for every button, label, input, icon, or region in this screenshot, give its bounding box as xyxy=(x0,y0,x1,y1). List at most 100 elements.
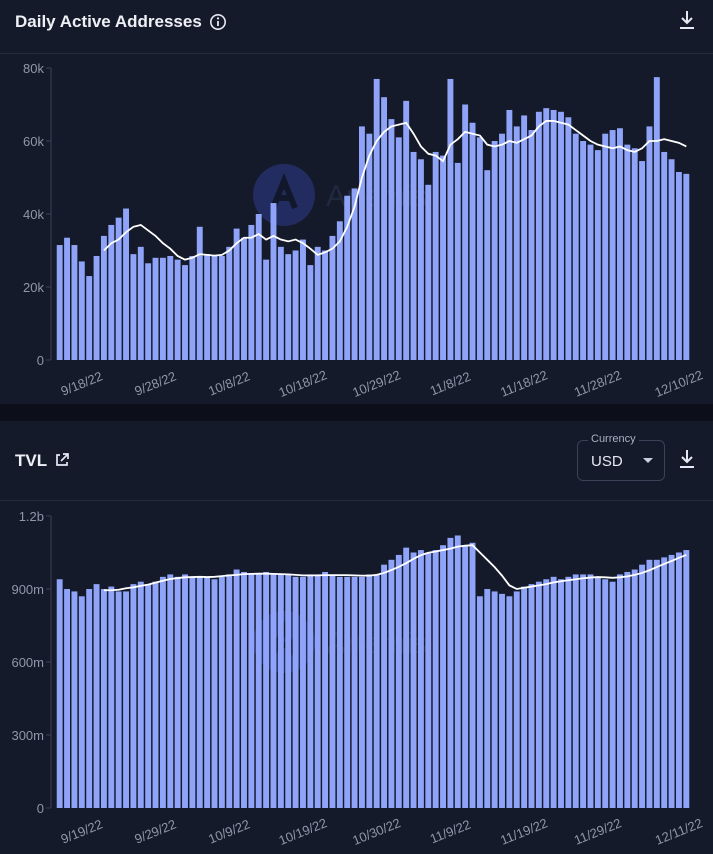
bar[interactable] xyxy=(425,184,432,360)
bar[interactable] xyxy=(64,237,71,360)
bar[interactable] xyxy=(491,141,498,360)
bar[interactable] xyxy=(631,569,638,808)
bar[interactable] xyxy=(513,591,520,808)
bar[interactable] xyxy=(366,133,373,360)
bar[interactable] xyxy=(373,574,380,808)
currency-select[interactable]: Currency USD xyxy=(577,433,665,481)
bar[interactable] xyxy=(307,265,314,360)
bar[interactable] xyxy=(322,571,329,808)
bar[interactable] xyxy=(167,255,174,360)
bar[interactable] xyxy=(381,97,388,360)
bar[interactable] xyxy=(211,579,218,808)
bar[interactable] xyxy=(403,547,410,808)
bar[interactable] xyxy=(661,557,668,808)
bar[interactable] xyxy=(454,162,461,360)
bar[interactable] xyxy=(469,542,476,808)
bar[interactable] xyxy=(499,133,505,360)
bar[interactable] xyxy=(108,586,115,808)
bar[interactable] xyxy=(263,571,270,808)
bar[interactable] xyxy=(653,77,660,361)
bar[interactable] xyxy=(86,589,93,808)
bar[interactable] xyxy=(351,576,358,808)
bar[interactable] xyxy=(572,133,579,360)
bar[interactable] xyxy=(358,576,365,808)
bar[interactable] xyxy=(513,126,520,361)
bar[interactable] xyxy=(506,596,513,808)
bar[interactable] xyxy=(285,574,292,808)
bar[interactable] xyxy=(462,545,469,808)
bar[interactable] xyxy=(100,235,107,360)
bar[interactable] xyxy=(617,128,623,360)
bar[interactable] xyxy=(241,237,247,360)
bar[interactable] xyxy=(624,144,631,360)
bar[interactable] xyxy=(550,576,557,808)
bar[interactable] xyxy=(226,574,233,808)
bar[interactable] xyxy=(182,574,188,808)
bar[interactable] xyxy=(329,574,336,808)
bar[interactable] xyxy=(506,109,513,360)
bar[interactable] xyxy=(145,263,152,360)
bar[interactable] xyxy=(661,151,668,360)
bar[interactable] xyxy=(174,259,181,361)
bar[interactable] xyxy=(417,159,424,360)
bar[interactable] xyxy=(381,564,388,808)
bar[interactable] xyxy=(484,589,491,808)
bar[interactable] xyxy=(182,265,188,360)
bar[interactable] xyxy=(71,245,78,360)
bar[interactable] xyxy=(373,78,380,360)
info-icon[interactable] xyxy=(209,13,227,31)
bar[interactable] xyxy=(602,133,609,360)
bar[interactable] xyxy=(351,188,358,360)
bar[interactable] xyxy=(528,584,535,808)
bar[interactable] xyxy=(631,148,638,360)
bar[interactable] xyxy=(123,208,129,360)
bar[interactable] xyxy=(543,108,550,361)
bar[interactable] xyxy=(255,214,262,360)
bar[interactable] xyxy=(204,254,211,360)
bar[interactable] xyxy=(233,228,240,360)
bar[interactable] xyxy=(189,255,196,360)
bar[interactable] xyxy=(668,554,675,808)
bar[interactable] xyxy=(609,130,616,360)
bar[interactable] xyxy=(78,596,85,808)
bar[interactable] xyxy=(196,226,203,360)
bar[interactable] xyxy=(602,579,609,808)
bar[interactable] xyxy=(454,535,461,808)
bar[interactable] xyxy=(159,576,166,808)
bar[interactable] xyxy=(528,130,535,360)
bar[interactable] xyxy=(388,119,395,360)
bar[interactable] xyxy=(159,257,166,360)
bar[interactable] xyxy=(211,255,218,360)
bar[interactable] xyxy=(115,217,122,360)
bar[interactable] xyxy=(425,552,432,809)
bar[interactable] xyxy=(56,245,63,360)
bar[interactable] xyxy=(218,255,225,360)
bar[interactable] xyxy=(56,579,63,808)
bar[interactable] xyxy=(558,111,564,360)
bar[interactable] xyxy=(535,111,542,360)
bar[interactable] xyxy=(218,576,225,808)
bar[interactable] xyxy=(285,254,292,360)
bar[interactable] xyxy=(587,144,594,360)
bar[interactable] xyxy=(71,591,78,808)
bar[interactable] xyxy=(668,159,675,360)
bar[interactable] xyxy=(403,100,410,360)
bar[interactable] xyxy=(277,574,284,808)
bar[interactable] xyxy=(93,584,100,808)
bar[interactable] xyxy=(123,591,129,808)
bar[interactable] xyxy=(587,574,594,808)
bar[interactable] xyxy=(322,250,329,361)
bar[interactable] xyxy=(277,246,284,360)
bar[interactable] xyxy=(646,559,653,808)
bar[interactable] xyxy=(521,586,528,808)
bar[interactable] xyxy=(300,576,306,808)
bar[interactable] xyxy=(646,126,653,361)
bar[interactable] xyxy=(86,276,93,360)
bar[interactable] xyxy=(476,137,483,360)
bar[interactable] xyxy=(484,170,491,360)
bar[interactable] xyxy=(469,122,476,360)
bar[interactable] xyxy=(572,574,579,808)
bar[interactable] xyxy=(241,571,247,808)
bar[interactable] xyxy=(344,195,351,360)
bar[interactable] xyxy=(130,584,137,808)
